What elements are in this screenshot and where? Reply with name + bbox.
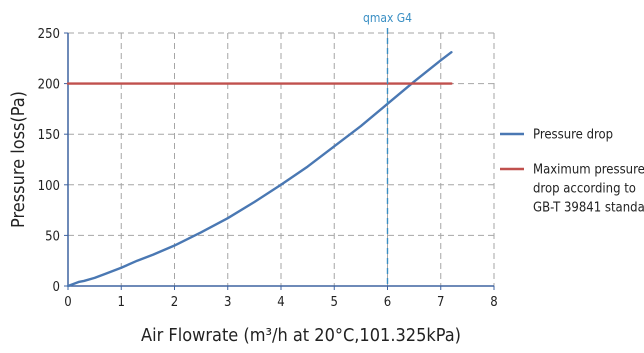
series-line-1 [66, 51, 453, 288]
legend-entry-1: Pressure drop [533, 128, 613, 143]
legend-line: drop according to [533, 182, 636, 197]
legend-line: Maximum pressure [533, 163, 644, 178]
x-tick-label: 3 [224, 295, 231, 310]
annotation-label: qmax G4 [363, 11, 412, 25]
y-tick-label: 200 [38, 78, 60, 93]
x-tick-label: 6 [384, 295, 391, 310]
legend-line: GB-T 39841 standard [533, 201, 644, 216]
x-tick-label: 0 [64, 295, 71, 310]
x-tick-label: 2 [171, 295, 178, 310]
axes [64, 32, 495, 290]
x-tick-label: 8 [490, 295, 497, 310]
x-tick-label: 5 [331, 295, 338, 310]
tick-labels: 0 50 100 150 200 250 0 1 2 3 4 5 6 7 8 [38, 27, 498, 310]
legend-line: Pressure drop [533, 128, 613, 143]
legend-entry-2: Maximum pressure drop according to GB-T 39… [533, 163, 644, 216]
annotations: qmax G4 [363, 11, 412, 286]
x-axis-label: Air Flowrate (m³/h at 20°C,101.325kPa) [141, 325, 461, 346]
x-tick-label: 1 [118, 295, 125, 310]
y-tick-label: 150 [38, 128, 60, 143]
y-axis-label: Pressure loss(Pa) [8, 91, 29, 228]
grid [68, 32, 495, 286]
y-tick-label: 0 [53, 280, 60, 295]
x-tick-label: 7 [437, 295, 444, 310]
x-tick-label: 4 [277, 295, 284, 310]
y-tick-label: 50 [45, 229, 60, 244]
y-tick-label: 250 [38, 27, 60, 42]
y-tick-label: 100 [38, 179, 60, 194]
legend: Pressure drop Maximum pressure drop accord… [500, 128, 644, 216]
series [66, 51, 453, 288]
